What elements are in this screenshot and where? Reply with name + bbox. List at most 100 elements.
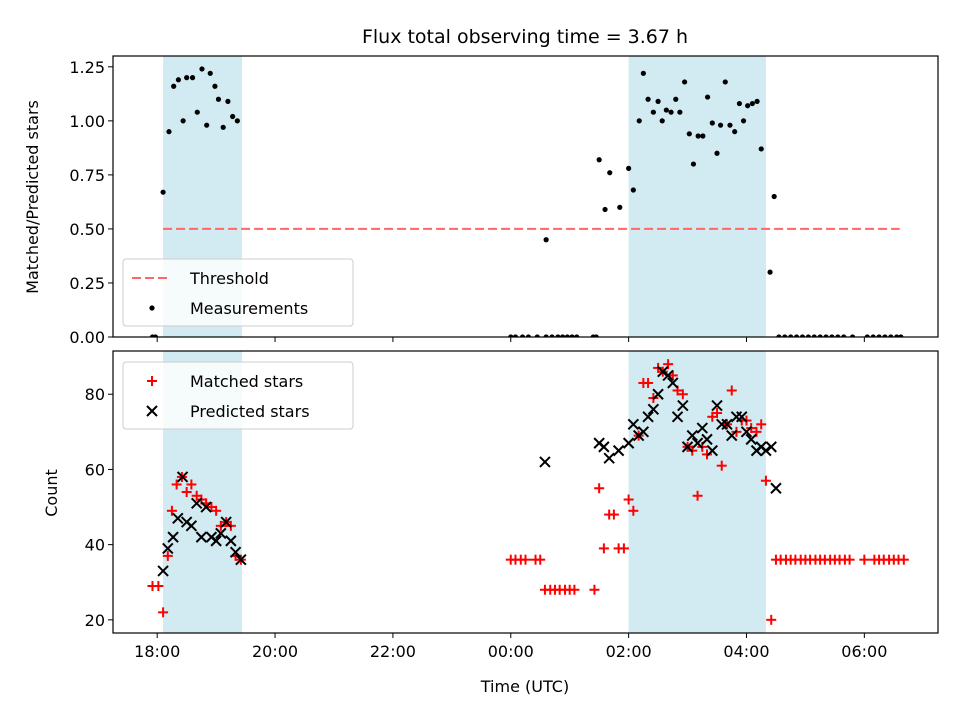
data-point — [186, 479, 197, 490]
series-measurements — [149, 66, 904, 337]
legend-marker-swatch — [146, 405, 158, 417]
data-point — [543, 237, 549, 243]
data-point — [770, 482, 782, 494]
bottom-panel-count: 20 40 60 80 18:00 20:00 22:00 00:00 02:00 04:00 06… — [85, 350, 939, 661]
data-point — [745, 433, 757, 446]
legend-label: Measurements — [190, 299, 308, 318]
data-point — [166, 129, 172, 135]
data-point — [622, 437, 635, 449]
data-point — [898, 554, 909, 565]
data-point — [647, 403, 660, 415]
legend-marker-swatch — [147, 376, 157, 386]
y-tick-label: 1.00 — [69, 112, 105, 131]
x-tick-label: 00:00 — [488, 642, 534, 661]
data-point — [849, 334, 856, 337]
data-point — [166, 505, 177, 516]
data-point — [894, 334, 900, 337]
data-point — [717, 122, 724, 128]
data-point — [722, 79, 728, 85]
data-point — [162, 550, 173, 561]
x-tick-label: 06:00 — [841, 642, 887, 661]
data-point — [677, 399, 689, 412]
data-point — [612, 444, 625, 457]
legend-entry: Measurements — [149, 299, 308, 318]
data-point — [235, 553, 247, 566]
data-point — [569, 584, 580, 595]
x-tick-label: 18:00 — [134, 642, 180, 661]
data-point — [714, 150, 720, 156]
data-point — [640, 70, 646, 76]
data-point — [692, 490, 703, 501]
data-point — [695, 133, 701, 139]
data-point — [643, 377, 654, 388]
observing-window-band — [628, 56, 766, 337]
data-point — [152, 334, 159, 337]
legend-marker-swatch — [149, 305, 155, 311]
data-point — [677, 109, 683, 115]
x-tick-label: 04:00 — [723, 642, 769, 661]
data-point — [520, 554, 531, 565]
data-point — [712, 408, 723, 419]
legend-box — [122, 258, 354, 327]
data-point — [200, 501, 212, 513]
data-point — [727, 122, 733, 128]
y-tick-label: 60 — [85, 460, 105, 479]
data-point — [671, 411, 684, 423]
data-point — [512, 334, 519, 337]
data-point — [602, 206, 608, 213]
data-point — [754, 98, 760, 104]
x-tick-label: 02:00 — [606, 642, 652, 661]
data-point — [508, 334, 514, 337]
data-point — [711, 399, 723, 412]
y-tick-label: 0.00 — [69, 328, 105, 347]
data-point — [686, 429, 698, 442]
data-point — [194, 109, 200, 115]
data-point — [657, 365, 669, 378]
legend-entry: Matched stars — [147, 372, 303, 391]
data-point — [525, 334, 532, 337]
data-point — [623, 494, 634, 505]
y-tick-label: 40 — [85, 536, 105, 555]
x-tick-label: 20:00 — [252, 642, 298, 661]
data-point — [158, 607, 169, 618]
data-point — [645, 96, 651, 102]
data-point — [626, 165, 632, 171]
data-point — [736, 100, 743, 107]
data-point — [215, 96, 222, 102]
data-point — [185, 520, 198, 532]
data-point — [598, 543, 609, 554]
data-point — [841, 334, 847, 337]
data-point — [740, 118, 747, 124]
data-point — [175, 77, 182, 83]
data-point — [704, 94, 711, 100]
data-point — [745, 103, 751, 109]
data-point — [230, 113, 236, 120]
data-point — [788, 334, 794, 337]
data-point — [756, 419, 767, 430]
y-tick-label: 1.25 — [69, 58, 105, 77]
data-point — [681, 441, 694, 453]
data-point — [628, 505, 639, 516]
legend-entry: Predicted stars — [146, 402, 310, 421]
data-point — [663, 107, 669, 113]
data-point — [153, 581, 164, 591]
data-point — [603, 452, 615, 464]
data-point — [229, 546, 242, 558]
data-point — [204, 122, 210, 128]
data-point — [181, 487, 192, 497]
data-point — [655, 98, 661, 104]
legend-label: Predicted stars — [190, 402, 310, 421]
data-point — [709, 120, 715, 126]
data-point — [659, 118, 665, 124]
data-point — [220, 124, 226, 130]
data-point — [189, 75, 196, 81]
data-point — [569, 334, 575, 337]
data-point — [627, 418, 640, 431]
legend-label: Matched stars — [190, 372, 303, 391]
data-point — [608, 509, 619, 520]
data-point — [667, 377, 679, 389]
data-point — [594, 483, 605, 494]
data-point — [706, 444, 719, 457]
data-point — [215, 527, 227, 540]
